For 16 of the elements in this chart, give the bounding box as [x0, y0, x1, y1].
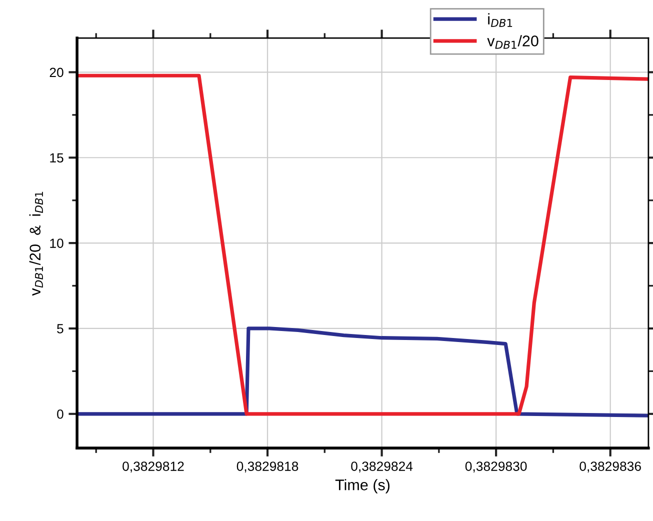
x-tick-label: 0,3829818: [236, 462, 298, 473]
x-axis-title: Time (s): [335, 479, 390, 494]
y-tick-label: 5: [57, 324, 64, 334]
line-series: [77, 74, 648, 416]
y-tick-label: 0: [57, 409, 64, 419]
x-tick-label: 0,3829812: [122, 462, 184, 473]
y-tick-label: 20: [50, 68, 64, 78]
x-tick-label: 0,3829824: [351, 462, 413, 473]
legend-label: i$_{DB1}$: [488, 13, 512, 27]
x-tick-label: 0,3829836: [580, 462, 641, 473]
x-tick-label: 0,3829830: [465, 462, 527, 473]
y-axis-title: v$_{DB1}$/20 & i$_{DB1}$: [29, 192, 43, 296]
legend-label: v$_{DB1}$/20: [487, 35, 538, 49]
y-tick-label: 10: [50, 238, 64, 248]
y-tick-label: 15: [50, 153, 64, 163]
line-series: [77, 326, 648, 418]
